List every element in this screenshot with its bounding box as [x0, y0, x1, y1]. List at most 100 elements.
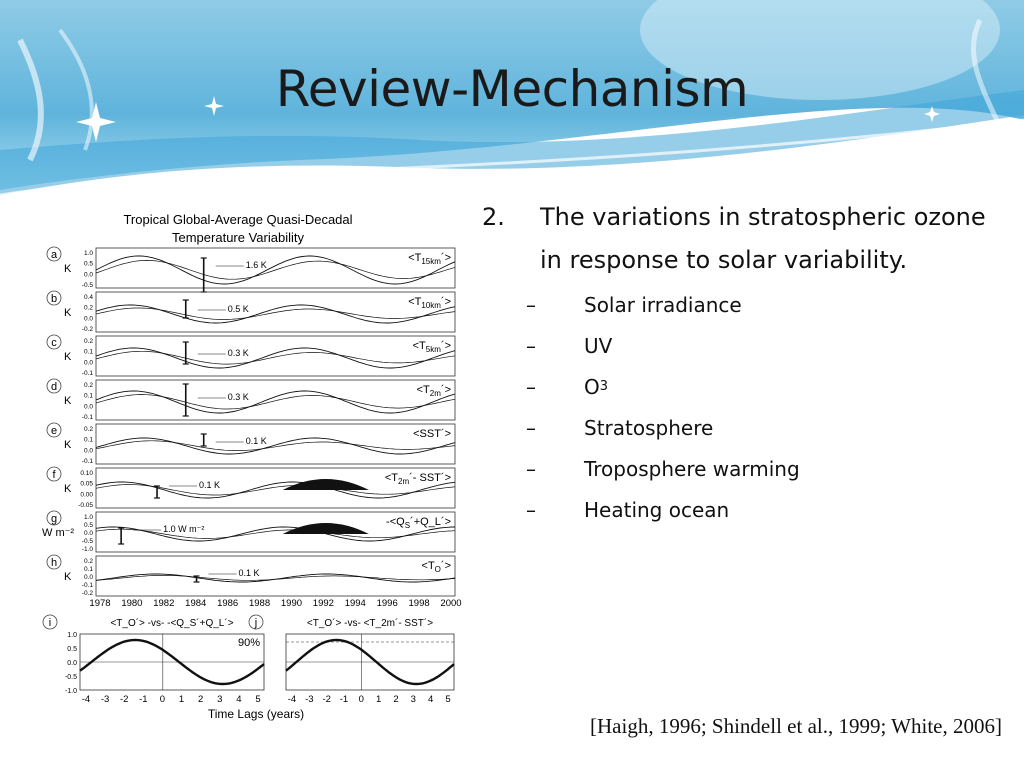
year-tick-label: 1986 [217, 598, 238, 609]
panel-letter: e [51, 425, 57, 437]
lag-tick-label: -4 [82, 694, 90, 705]
lag-tick-label: -2 [120, 694, 128, 705]
curve-reference [95, 307, 456, 320]
lag-tick-label: 4 [236, 694, 241, 705]
lag-tick-label: 0 [359, 694, 364, 705]
y-tick-label: 0.1 [84, 566, 93, 573]
main-bullet: 2. The variations in stratospheric ozone… [482, 196, 1002, 282]
curve-observed [95, 390, 456, 414]
panel-unit: K [64, 307, 72, 319]
panel-letter: i [49, 617, 51, 629]
y-tick-label: 0.0 [84, 359, 93, 366]
amplitude-label: 0.3 K [228, 392, 249, 402]
percent-label: 90% [238, 637, 260, 649]
sparkle-icon [76, 96, 940, 142]
panel-f: fK 0.10 0.05 0.00 -0.05 0.1 K <T2m´- SST´> [46, 466, 456, 509]
panel-a: aK 1.0 0.5 0.0 -0.5 1.6 K <T15km´> [46, 246, 456, 293]
panel-unit: K [64, 439, 72, 451]
y-tick-label: 0.4 [84, 294, 93, 301]
year-tick-label: 1990 [281, 598, 302, 609]
panel-c: cK 0.2 0.1 0.0 -0.1 0.3 K <T5km´> [46, 334, 456, 377]
y-tick-label: 1.0 [67, 632, 77, 639]
curve-observed [95, 304, 456, 324]
sub-bullet-list: – Solar irradiance – UV – O 3 – Stratosphere – Tro… [482, 290, 1002, 536]
panel-variable-label: -<QS´+Q_L´> [386, 516, 451, 530]
year-tick-label: 1988 [249, 598, 270, 609]
panel-variable-label: <T2m´> [417, 384, 451, 398]
dash-marker: – [526, 375, 536, 399]
year-tick-label: 2000 [440, 598, 461, 609]
lag-tick-label: 0 [160, 694, 165, 705]
panel-letter: d [51, 381, 57, 393]
dash-marker: – [526, 293, 536, 317]
y-tick-label: -0.1 [82, 582, 94, 589]
panel-g: g W m⁻² 1.00.50.0-0.5-1.0 1.0 W m⁻² -<QS´+Q_… [42, 510, 456, 553]
lag-tick-label: -3 [101, 694, 109, 705]
curve-reference [95, 260, 456, 280]
curve-observed [95, 526, 455, 542]
curve-reference [95, 484, 456, 496]
lag-tick-label: -2 [322, 694, 330, 705]
main-bullet-text: The variations in stratospheric ozone in… [540, 203, 986, 274]
sub-bullet-text: O [584, 375, 600, 399]
curve-observed [95, 255, 456, 285]
y-tick-label: -0.1 [82, 458, 94, 465]
y-tick-label: 1.0 [84, 514, 93, 521]
dash-marker: – [526, 416, 536, 440]
lag-xlabel: Time Lags (years) [208, 707, 304, 721]
panel-i: i <T_O´> -vs- -<Q_S´+Q_L´> 1.0 0.5 0.0 -0.5 -1… [42, 614, 265, 705]
year-tick-label: 1978 [89, 598, 110, 609]
amplitude-label: 1.6 K [246, 260, 267, 270]
amplitude-label: 0.1 K [246, 436, 267, 446]
subscript: 3 [599, 379, 609, 394]
panel-letter: j [254, 617, 257, 629]
year-tick-label: 1980 [121, 598, 142, 609]
y-tick-label: 0.1 [84, 437, 93, 444]
lag-tick-label: 1 [376, 694, 381, 705]
panel-unit: K [64, 395, 72, 407]
y-tick-label: 0.10 [80, 470, 93, 477]
year-tick-label: 1982 [153, 598, 174, 609]
shaded-region [282, 523, 369, 534]
lag-tick-label: 2 [393, 694, 398, 705]
panel-unit: K [64, 483, 72, 495]
lag-tick-label: 1 [179, 694, 184, 705]
dash-marker: – [526, 334, 536, 358]
sub-bullet-item: – O 3 [482, 372, 1002, 413]
y-tick-label: 0.0 [84, 530, 93, 537]
y-tick-label: -0.1 [82, 414, 94, 421]
lag-panel-title: <T_O´> -vs- -<Q_S´+Q_L´> [110, 617, 233, 629]
figure-title-line1: Tropical Global-Average Quasi-Decadal [123, 212, 352, 227]
curve-reference [95, 350, 456, 365]
lag-tick-label: -3 [305, 694, 313, 705]
year-tick-label: 1994 [345, 598, 366, 609]
curve-observed [95, 573, 456, 583]
y-tick-label: 0.0 [84, 447, 93, 454]
sub-bullet-item: – Troposphere warming [482, 454, 1002, 495]
panel-letter: g [51, 513, 57, 525]
panel-h: hK 0.20.10.0-0.1-0.2 0.1 K <TO´> [46, 554, 456, 597]
lag-tick-label: 3 [217, 694, 222, 705]
sub-bullet-item: – Solar irradiance [482, 290, 1002, 331]
lag-tick-label: 2 [198, 694, 203, 705]
sub-bullet-item: – UV [482, 331, 1002, 372]
lag-tick-label: 5 [255, 694, 260, 705]
amplitude-label: 0.1 K [199, 480, 220, 490]
sub-bullet-text: Heating ocean [584, 498, 730, 522]
year-tick-label: 1996 [377, 598, 398, 609]
y-tick-label: 0.5 [67, 646, 77, 653]
y-tick-label: 0.5 [84, 261, 93, 268]
y-tick-label: 0.2 [84, 558, 93, 565]
y-tick-label: 0.2 [84, 338, 93, 345]
panel-b: bK 0.4 0.2 0.0 -0.2 0.5 K <T10km´> [46, 290, 456, 333]
year-tick-label: 1992 [313, 598, 334, 609]
panel-j: j <T_O´> -vs- <T_2m´- SST´> -4 -3 -2 -1 0 1 2 3 4 5 [248, 614, 455, 705]
y-tick-label: 0.1 [84, 349, 93, 356]
year-tick-label: 1998 [409, 598, 430, 609]
y-tick-label: 0.2 [84, 382, 93, 389]
lag-correlation-curve [79, 638, 265, 686]
temperature-variability-figure: Tropical Global-Average Quasi-Decadal Te… [42, 212, 462, 721]
panel-variable-label: <SST´> [413, 428, 451, 440]
y-tick-label: -0.2 [82, 590, 94, 597]
sub-bullet-text: UV [584, 334, 613, 358]
